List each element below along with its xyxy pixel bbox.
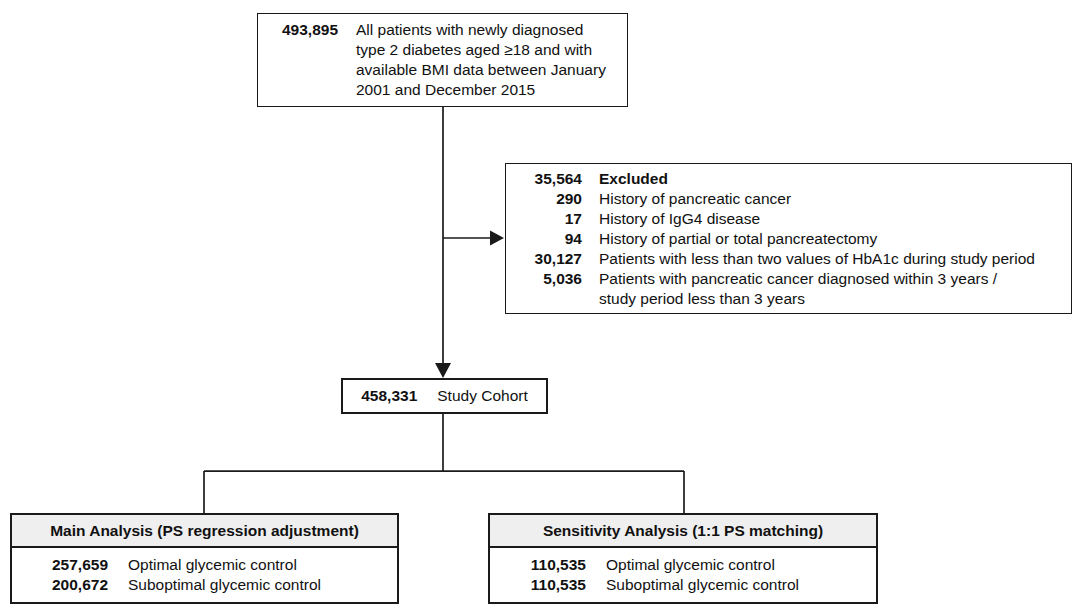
initial-cohort-label: All patients with newly diagnosed type 2… — [356, 20, 617, 100]
analysis-item-row: 110,535 Suboptimal glycemic control — [524, 575, 870, 595]
analysis-item-count: 110,535 — [524, 575, 586, 595]
study-cohort-label: Study Cohort — [437, 386, 527, 406]
excluded-item-count: 94 — [518, 229, 582, 249]
study-cohort-box: 458,331 Study Cohort — [341, 378, 548, 414]
excluded-item-label: History of pancreatic cancer — [599, 189, 1063, 209]
excluded-item-count: 17 — [518, 209, 582, 229]
arrowhead-right-icon — [490, 231, 504, 246]
excluded-item-row: 5,036 Patients with pancreatic cancer di… — [518, 269, 1063, 309]
excluded-item-row: 30,127 Patients with less than two value… — [518, 249, 1063, 269]
main-analysis-title: Main Analysis (PS regression adjustment) — [12, 515, 397, 548]
analysis-item-label: Optimal glycemic control — [606, 555, 870, 575]
initial-cohort-count: 493,895 — [274, 20, 338, 100]
sensitivity-analysis-title: Sensitivity Analysis (1:1 PS matching) — [490, 515, 876, 548]
excluded-header-row: 35,564 Excluded — [518, 169, 1063, 189]
excluded-item-row: 17 History of IgG4 disease — [518, 209, 1063, 229]
excluded-item-label: Patients with less than two values of Hb… — [599, 249, 1063, 269]
main-analysis-box: Main Analysis (PS regression adjustment)… — [10, 513, 399, 604]
excluded-box: 35,564 Excluded 290 History of pancreati… — [505, 163, 1072, 314]
analysis-item-label: Optimal glycemic control — [128, 555, 391, 575]
analysis-item-count: 200,672 — [46, 575, 108, 595]
analysis-item-row: 200,672 Suboptimal glycemic control — [46, 575, 391, 595]
analysis-item-row: 257,659 Optimal glycemic control — [46, 555, 391, 575]
initial-cohort-box: 493,895 All patients with newly diagnose… — [257, 13, 628, 107]
excluded-item-count: 290 — [518, 189, 582, 209]
excluded-item-label: Patients with pancreatic cancer diagnose… — [599, 269, 1063, 309]
sensitivity-analysis-box: Sensitivity Analysis (1:1 PS matching) 1… — [488, 513, 878, 604]
excluded-item-count: 5,036 — [518, 269, 582, 309]
excluded-item-row: 290 History of pancreatic cancer — [518, 189, 1063, 209]
analysis-item-count: 110,535 — [524, 555, 586, 575]
excluded-item-label: History of partial or total pancreatecto… — [599, 229, 1063, 249]
analysis-item-count: 257,659 — [46, 555, 108, 575]
main-analysis-body: 257,659 Optimal glycemic control 200,672… — [12, 548, 397, 595]
study-cohort-count: 458,331 — [361, 386, 417, 406]
excluded-item-label: History of IgG4 disease — [599, 209, 1063, 229]
excluded-item-row: 94 History of partial or total pancreate… — [518, 229, 1063, 249]
patient-flow-diagram: 493,895 All patients with newly diagnose… — [0, 0, 1080, 612]
analysis-item-label: Suboptimal glycemic control — [606, 575, 870, 595]
analysis-item-label: Suboptimal glycemic control — [128, 575, 391, 595]
excluded-total-count: 35,564 — [518, 169, 582, 189]
analysis-item-row: 110,535 Optimal glycemic control — [524, 555, 870, 575]
excluded-item-count: 30,127 — [518, 249, 582, 269]
excluded-header-label: Excluded — [599, 169, 1063, 189]
sensitivity-analysis-body: 110,535 Optimal glycemic control 110,535… — [490, 548, 876, 595]
arrowhead-down-icon — [435, 363, 451, 378]
